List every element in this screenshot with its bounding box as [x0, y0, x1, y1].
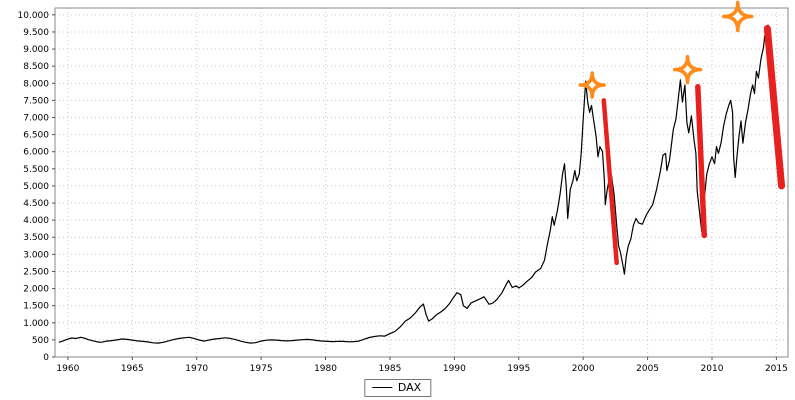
svg-text:1985: 1985	[378, 364, 401, 374]
svg-text:1960: 1960	[56, 364, 79, 374]
svg-text:1.500: 1.500	[23, 302, 49, 312]
dax-line-swatch-icon	[371, 387, 392, 388]
svg-text:2.500: 2.500	[23, 267, 49, 277]
svg-text:0: 0	[43, 353, 49, 363]
svg-text:3.000: 3.000	[23, 250, 49, 260]
svg-text:2010: 2010	[701, 364, 724, 374]
svg-text:1995: 1995	[507, 364, 530, 374]
svg-text:1965: 1965	[121, 364, 144, 374]
svg-text:2015: 2015	[765, 364, 788, 374]
svg-text:5.500: 5.500	[23, 165, 49, 175]
svg-text:1970: 1970	[185, 364, 208, 374]
svg-text:6.000: 6.000	[23, 148, 49, 158]
svg-text:4.500: 4.500	[23, 199, 49, 209]
svg-text:8.000: 8.000	[23, 79, 49, 89]
svg-text:6.500: 6.500	[23, 131, 49, 141]
svg-text:4.000: 4.000	[23, 216, 49, 226]
svg-text:2.000: 2.000	[23, 285, 49, 295]
svg-text:10.000: 10.000	[18, 11, 50, 21]
svg-text:7.500: 7.500	[23, 96, 49, 106]
svg-text:1980: 1980	[314, 364, 337, 374]
legend-label-dax: DAX	[397, 381, 422, 394]
svg-text:7.000: 7.000	[23, 113, 49, 123]
svg-text:8.500: 8.500	[23, 62, 49, 72]
svg-text:9.000: 9.000	[23, 45, 49, 55]
svg-text:9.500: 9.500	[23, 28, 49, 38]
svg-text:2005: 2005	[636, 364, 659, 374]
svg-text:1.000: 1.000	[23, 319, 49, 329]
peak-star-icon	[578, 71, 606, 99]
peak-star-icon	[672, 54, 703, 85]
svg-text:2000: 2000	[572, 364, 595, 374]
chart-legend: DAX	[363, 379, 432, 397]
svg-text:1990: 1990	[443, 364, 466, 374]
peak-star-icon	[722, 0, 754, 33]
svg-text:5.000: 5.000	[23, 182, 49, 192]
svg-text:1975: 1975	[250, 364, 273, 374]
svg-text:3.500: 3.500	[23, 233, 49, 243]
svg-text:500: 500	[32, 336, 49, 346]
